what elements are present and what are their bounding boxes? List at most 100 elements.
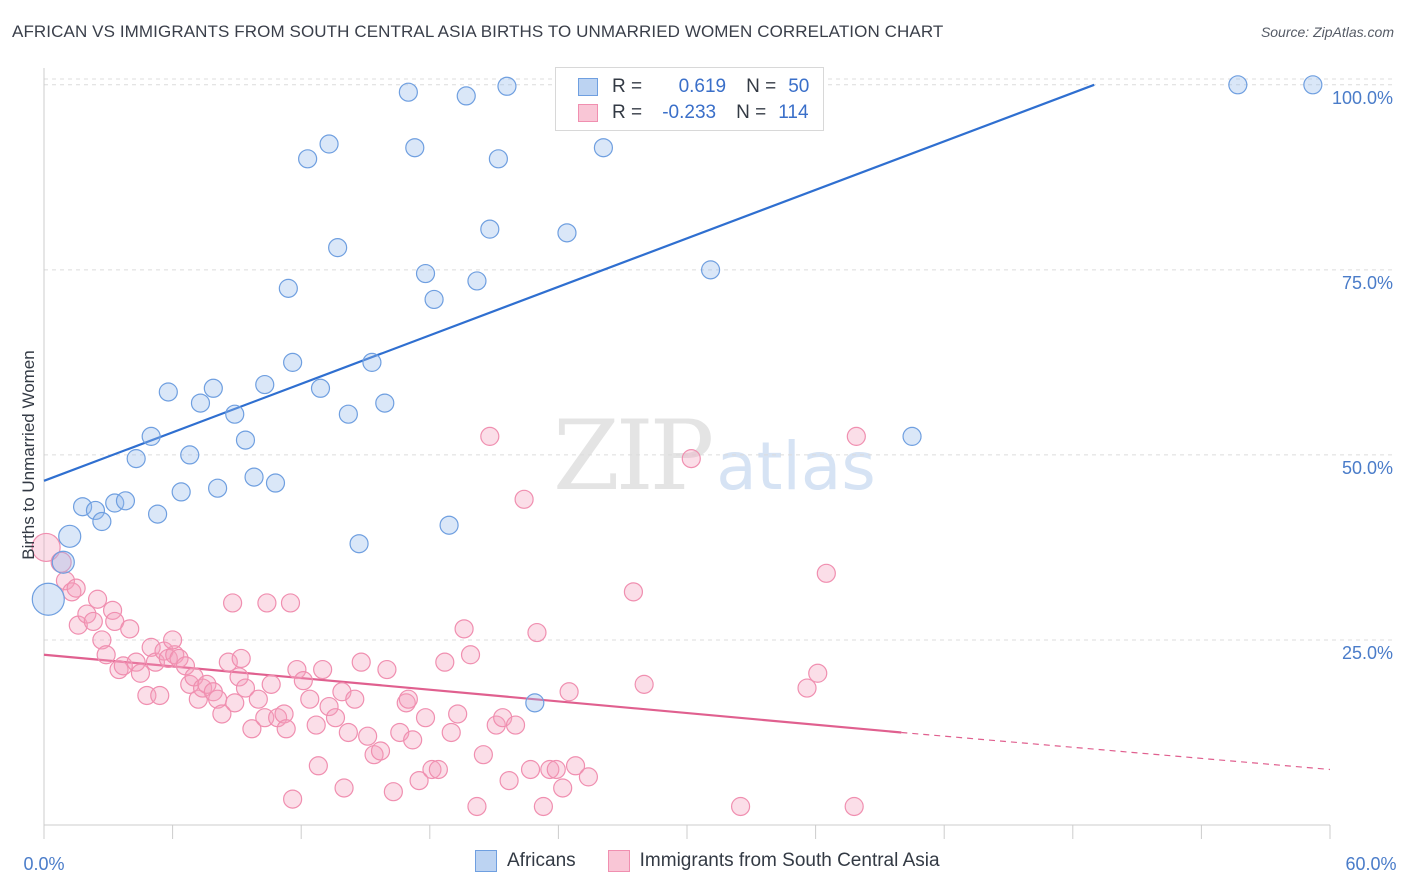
immigrants-point: [334, 778, 354, 798]
immigrants-point: [797, 678, 817, 698]
immigrants-point: [505, 715, 526, 735]
y-tick-label: 75.0%: [1342, 273, 1393, 293]
immigrants-point: [96, 645, 116, 665]
africans-point: [85, 500, 106, 521]
africans-point: [456, 86, 476, 106]
y-tick-label: 50.0%: [1342, 458, 1393, 478]
immigrants-point: [553, 778, 573, 798]
immigrants-trend-line: [43, 653, 902, 734]
y-axis-label: Births to Unmarried Women: [19, 350, 38, 559]
grid-lines: [44, 78, 1395, 641]
immigrants-point: [565, 756, 586, 776]
africans-point: [58, 524, 82, 548]
legend-item-africans: Africans: [475, 850, 576, 872]
immigrants-point: [816, 563, 836, 583]
immigrants-point: [113, 656, 133, 676]
africans-point: [51, 550, 75, 574]
immigrants-point: [730, 796, 751, 817]
immigrants-point: [527, 622, 547, 643]
africans-point: [115, 491, 136, 511]
immigrants-point: [276, 719, 296, 739]
immigrants-point: [338, 722, 358, 743]
africans-point: [557, 223, 577, 243]
immigrants-point: [319, 696, 339, 717]
immigrants-point: [345, 689, 365, 709]
legend-r-value: -0.233: [662, 102, 717, 123]
immigrants-point: [634, 674, 654, 694]
africans-point: [255, 374, 275, 395]
immigrants-point: [130, 663, 151, 683]
axis-labels: 25.0% 50.0% 75.0% 100.0% 0.0% 60.0% Births to …: [19, 88, 1397, 874]
africans-point: [480, 219, 500, 239]
immigrants-point: [520, 759, 541, 780]
africans-point: [424, 289, 444, 310]
watermark-zip: ZIP: [553, 400, 714, 512]
africans-points: [31, 75, 1323, 713]
immigrants-point: [623, 582, 644, 602]
africans-point: [488, 149, 508, 169]
africans-point: [283, 352, 303, 372]
immigrants-point: [370, 741, 391, 761]
x-tick-label: 60.0%: [1345, 854, 1396, 874]
africans-point: [1228, 75, 1248, 95]
immigrants-point: [235, 678, 256, 698]
immigrants-point: [83, 611, 103, 632]
immigrants-point: [120, 619, 140, 639]
africans-point: [31, 582, 65, 616]
immigrants-point: [229, 667, 249, 687]
immigrants-point: [300, 689, 320, 709]
axes: [43, 68, 1331, 839]
africans-point: [235, 430, 256, 450]
immigrants-point: [306, 715, 326, 735]
africans-point: [700, 260, 721, 280]
africans-point: [180, 445, 200, 465]
immigrants-point: [163, 630, 183, 650]
immigrants-point: [540, 759, 560, 780]
immigrants-point: [546, 759, 566, 780]
africans-point: [349, 534, 369, 554]
immigrants-point: [287, 659, 307, 680]
immigrants-point: [141, 637, 161, 657]
y-tick-label: 25.0%: [1342, 643, 1393, 663]
immigrants-point: [808, 663, 828, 683]
immigrants-point: [257, 593, 277, 613]
x-tick-label: 0.0%: [23, 854, 64, 874]
immigrants-point: [441, 722, 461, 743]
immigrants-point: [480, 426, 500, 446]
immigrants-point: [559, 682, 579, 702]
immigrants-point: [409, 770, 429, 791]
africans-point: [902, 426, 922, 446]
africans-point: [338, 404, 358, 424]
legend-r-value: 0.619: [678, 76, 727, 97]
legend-label-immigrants: Immigrants from South Central Asia: [639, 850, 940, 871]
immigrants-point: [280, 593, 301, 613]
africans-point: [126, 449, 146, 469]
immigrants-swatch: [578, 104, 598, 122]
immigrants-point: [578, 767, 599, 787]
immigrants-point: [87, 589, 108, 609]
legend-n-label: N =: [736, 102, 767, 123]
immigrants-point: [126, 652, 146, 672]
legend-r-label: R =: [612, 76, 643, 97]
immigrants-point: [358, 726, 378, 746]
immigrants-point: [398, 689, 418, 709]
immigrants-point: [351, 652, 371, 672]
immigrants-point: [403, 730, 423, 750]
immigrants-point: [66, 578, 86, 598]
africans-point: [244, 467, 264, 487]
africans-point: [497, 76, 517, 96]
africans-point: [208, 478, 228, 498]
immigrants-point: [454, 619, 474, 639]
immigrants-point: [844, 796, 864, 817]
immigrants-point: [435, 652, 455, 672]
immigrants-point: [486, 715, 506, 735]
africans-point: [415, 263, 436, 284]
immigrants-point: [499, 770, 519, 791]
africans-point: [203, 378, 223, 398]
immigrants-point: [169, 648, 189, 669]
immigrants-point: [681, 449, 701, 469]
africans-point: [525, 693, 545, 713]
legend-row-africans: R = 0.619 N = 50: [578, 74, 809, 100]
africans-point: [298, 149, 318, 169]
